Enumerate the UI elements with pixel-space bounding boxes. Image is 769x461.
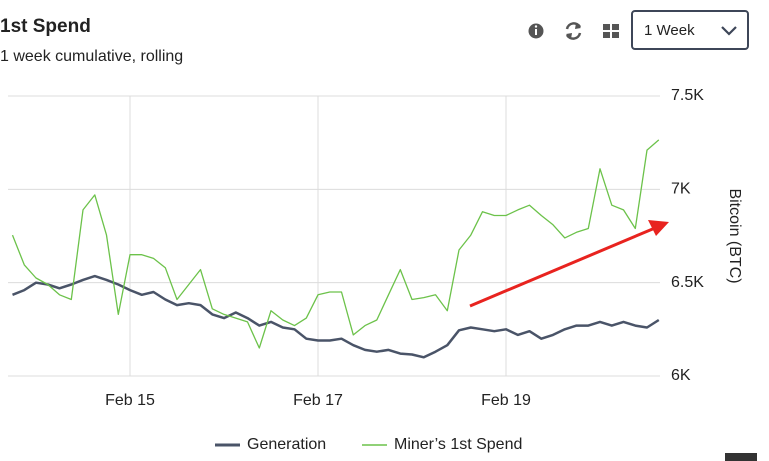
annotation-arrow (469, 226, 656, 308)
series-line (12, 274, 660, 359)
info-icon-dot (534, 25, 538, 28)
widget-title: 1st Spend (0, 16, 91, 37)
legend-label: Miner’s 1st Spend (394, 436, 522, 453)
y-tick-label: 7.5K (671, 87, 704, 104)
refresh-arrows (566, 23, 581, 39)
select-chevron (721, 26, 737, 36)
refresh-icon[interactable] (565, 22, 582, 40)
series-line (11, 139, 660, 349)
range-select[interactable]: 1 Week (631, 10, 749, 50)
y-tick-label: 6.5K (671, 274, 704, 291)
widget-subtitle: 1 week cumulative, rolling (0, 48, 184, 65)
legend-label: Generation (247, 436, 326, 453)
plot: 6K 6.5K 7K 7.5K Feb 15 Feb 17 Feb 19 Bitcoin (B… (8, 87, 743, 453)
x-tick-label: Feb 19 (481, 392, 531, 409)
y-axis-label: Bitcoin (BTC) (726, 188, 743, 283)
y-tick-label: 7K (671, 181, 691, 198)
info-icon-stem (535, 29, 537, 35)
corner-tab (725, 453, 757, 461)
x-tick-label: Feb 15 (105, 392, 155, 409)
x-tick-label: Feb 17 (293, 392, 343, 409)
y-tick-label: 6K (671, 367, 691, 384)
toolbar-icons[interactable] (528, 22, 620, 40)
grid-icon[interactable] (603, 24, 619, 38)
annotation-arrowhead (648, 220, 669, 236)
